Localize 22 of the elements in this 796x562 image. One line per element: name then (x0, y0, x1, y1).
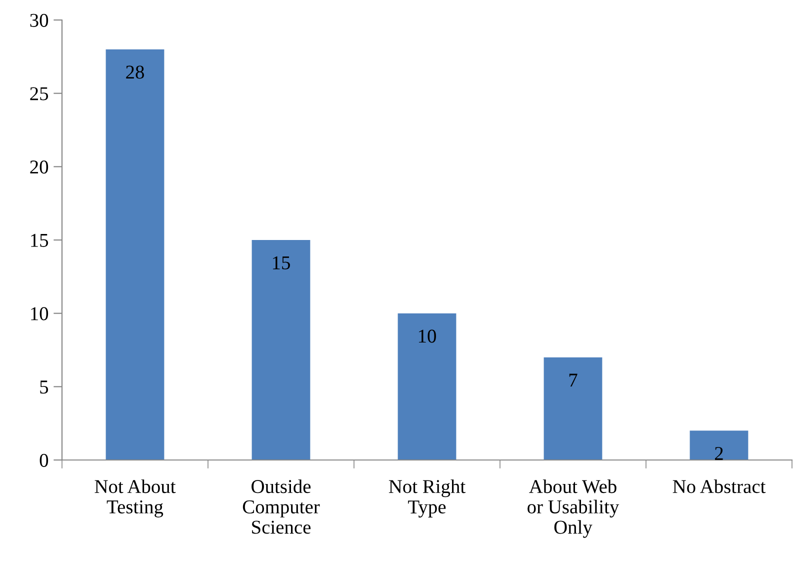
y-tick-label: 20 (30, 160, 48, 174)
data-label: 10 (418, 330, 436, 343)
x-tick-label: Not About Testing (94, 479, 176, 518)
x-tick-label: No Abstract (672, 479, 766, 494)
bar (252, 240, 310, 460)
y-tick-label: 0 (40, 454, 48, 467)
y-tick-label: 15 (31, 234, 48, 247)
bar (398, 313, 456, 460)
data-label: 7 (569, 374, 578, 387)
y-tick-label: 25 (30, 87, 48, 100)
bar (690, 430, 748, 460)
x-tick-label: About Web or Usability Only (528, 479, 620, 538)
y-tick-label: 10 (31, 307, 48, 320)
x-tick-label: Outside Computer Science (242, 479, 320, 534)
y-tick-label: 5 (40, 380, 48, 394)
bar (106, 49, 164, 460)
bar (544, 357, 602, 460)
data-label: 2 (714, 446, 723, 460)
x-tick-label: Not Right Type (388, 479, 466, 518)
y-tick-label: 30 (30, 14, 48, 27)
data-label: 15 (272, 256, 290, 270)
data-label: 28 (126, 66, 144, 79)
